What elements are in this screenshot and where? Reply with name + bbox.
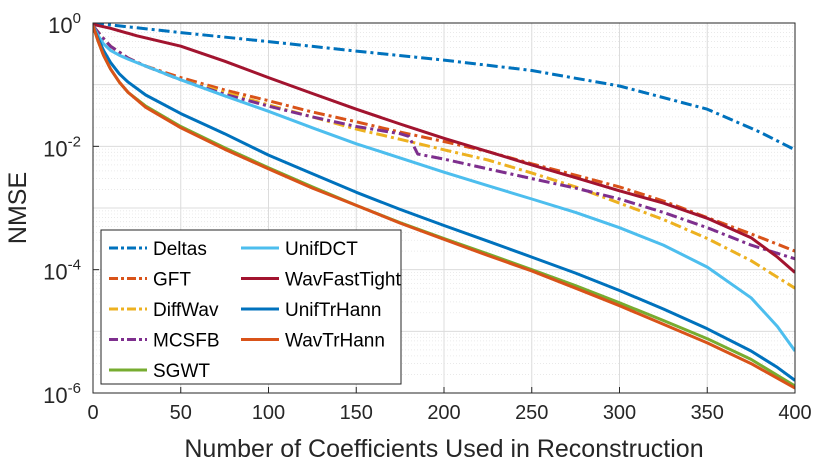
x-tick-label: 0 bbox=[87, 402, 98, 424]
x-tick-label: 50 bbox=[170, 402, 192, 424]
y-tick-exponent: -6 bbox=[68, 380, 81, 397]
legend-label: UnifTrHann bbox=[285, 300, 381, 321]
y-axis-label: NMSE bbox=[4, 172, 32, 244]
x-tick-label: 100 bbox=[252, 402, 285, 424]
x-tick-label: 150 bbox=[340, 402, 373, 424]
legend-label: WavTrHann bbox=[285, 331, 385, 352]
y-tick-label: 100 bbox=[48, 10, 81, 38]
series-line-unifdct bbox=[93, 25, 795, 352]
legend: Deltas GFT DiffWav MCSFB SGWT UnifDCT WavFastT… bbox=[100, 229, 402, 385]
series-line-deltas bbox=[93, 23, 795, 152]
y-tick-base: 10 bbox=[48, 13, 72, 38]
legend-label: MCSFB bbox=[153, 331, 220, 352]
legend-label: Deltas bbox=[153, 239, 207, 260]
x-tick-label: 300 bbox=[603, 402, 636, 424]
x-tick-label: 200 bbox=[427, 402, 460, 424]
legend-box bbox=[100, 229, 402, 385]
x-tick-label: 250 bbox=[515, 402, 548, 424]
legend-label: GFT bbox=[153, 270, 191, 291]
legend-label: UnifDCT bbox=[285, 239, 358, 260]
x-tick-label: 400 bbox=[778, 402, 811, 424]
y-tick-label: 10-6 bbox=[43, 380, 81, 408]
y-tick-base: 10 bbox=[43, 383, 67, 408]
legend-label: WavFastTight bbox=[285, 270, 402, 291]
series-line-mcsfb bbox=[93, 24, 795, 261]
tick-marks bbox=[92, 22, 796, 394]
y-tick-exponent: -2 bbox=[68, 133, 81, 150]
y-tick-exponent: 0 bbox=[73, 10, 81, 27]
legend-label: DiffWav bbox=[153, 300, 219, 321]
x-tick-label: 350 bbox=[691, 402, 724, 424]
series-line-uniftrhann bbox=[93, 25, 795, 382]
legend-label: SGWT bbox=[153, 361, 210, 382]
y-tick-exponent: -4 bbox=[68, 257, 81, 274]
y-tick-label: 10-4 bbox=[43, 257, 81, 285]
series-line-wavfasttight bbox=[93, 23, 795, 274]
series-line-wavtrhann bbox=[93, 25, 795, 390]
y-tick-label: 10-2 bbox=[43, 133, 81, 161]
y-tick-base: 10 bbox=[43, 260, 67, 285]
y-tick-base: 10 bbox=[43, 136, 67, 161]
x-axis-label: Number of Coefficients Used in Reconstru… bbox=[184, 435, 703, 463]
series-layer bbox=[93, 23, 795, 390]
